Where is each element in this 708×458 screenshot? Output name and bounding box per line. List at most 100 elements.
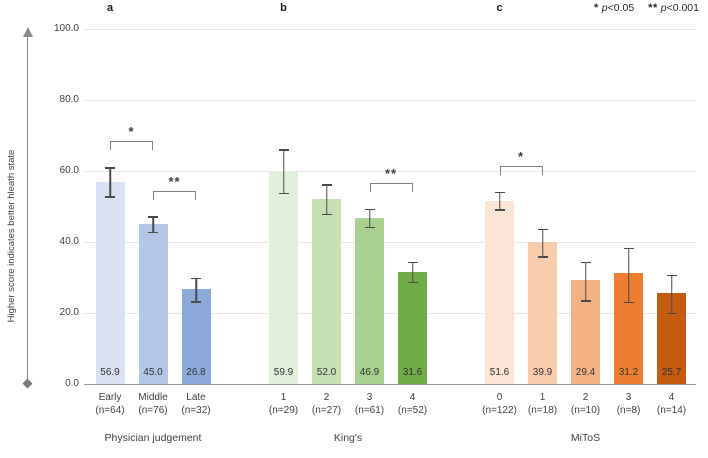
- error-bar-cap-top: [321, 184, 332, 186]
- bar-value-label: 46.9: [359, 367, 380, 378]
- y-axis-line: [27, 37, 29, 382]
- category-label: 2 (n=10): [554, 391, 618, 417]
- y-tick-label: 0.0: [65, 378, 79, 389]
- category-name: 4: [668, 392, 675, 403]
- y-tick-label: 40.0: [59, 236, 79, 247]
- significance-bracket: [499, 165, 543, 167]
- bar-value-label: 52.0: [316, 367, 337, 378]
- error-bar-cap-top: [364, 208, 375, 211]
- category-n: (n=61): [354, 405, 385, 416]
- bar-value-label: 26.8: [186, 367, 206, 378]
- error-bar-line: [584, 261, 587, 302]
- panel-letter: c: [496, 2, 503, 14]
- category-name: 1: [539, 392, 546, 403]
- category-n: (n=122): [482, 405, 517, 416]
- bar-value-label: 59.9: [273, 367, 294, 378]
- group-title: King's: [333, 432, 363, 444]
- category-name: 1: [280, 392, 287, 403]
- gridline: [84, 171, 696, 172]
- single-asterisk-icon: *: [593, 2, 599, 14]
- bar: [138, 224, 168, 384]
- y-tick-label: 20.0: [59, 307, 79, 318]
- x-axis-line: [84, 384, 696, 385]
- significance-bracket: [369, 183, 413, 185]
- bar: [312, 199, 341, 384]
- bar-value-label: 29.4: [575, 367, 596, 378]
- error-bar: [364, 208, 376, 229]
- bar-value-label: 45.0: [143, 367, 163, 378]
- category-name: 0: [496, 392, 503, 403]
- bar: [355, 217, 384, 384]
- bar-value-label: 31.6: [402, 367, 423, 378]
- legend-item-p05: * p<0.05: [594, 2, 634, 14]
- significance-bracket-tick: [110, 140, 112, 150]
- category-n: (n=18): [527, 405, 558, 416]
- significance-bracket-tick: [369, 183, 371, 193]
- significance-bracket-tick: [541, 165, 543, 175]
- category-n: (n=29): [268, 405, 299, 416]
- bar: [181, 288, 211, 384]
- significance-asterisk-icon: **: [168, 173, 181, 189]
- y-tick-label: 80.0: [59, 94, 79, 105]
- bar: [398, 271, 427, 384]
- error-bar-line: [670, 274, 673, 315]
- category-label: 2 (n=27): [295, 391, 359, 417]
- category-n: (n=64): [95, 405, 125, 416]
- error-bar-cap-bottom: [494, 209, 505, 211]
- bar-value-label: 31.2: [618, 367, 639, 378]
- error-bar-line: [627, 247, 630, 304]
- category-label: Late (n=32): [164, 391, 228, 417]
- error-bar-cap-bottom: [666, 312, 677, 315]
- p-italic: p: [660, 2, 667, 14]
- error-bar-cap-top: [407, 261, 418, 264]
- category-label: Middle (n=76): [121, 391, 185, 417]
- error-bar-cap-bottom: [278, 192, 289, 195]
- error-bar-cap-bottom: [364, 226, 375, 229]
- error-bar-cap-top: [580, 261, 591, 264]
- category-name: 3: [366, 392, 373, 403]
- error-bar-cap-top: [148, 216, 158, 218]
- y-axis-diamond-icon: [22, 378, 33, 389]
- legend-threshold-p05: <0.05: [607, 2, 635, 14]
- error-bar-line: [541, 228, 544, 258]
- significance-legend: * p<0.05 ** p<0.001: [594, 2, 699, 14]
- error-bar: [190, 277, 202, 303]
- error-bar: [104, 167, 116, 198]
- gridline: [84, 242, 696, 243]
- bar: [95, 182, 125, 384]
- category-name: Middle: [138, 392, 168, 403]
- bar-value-label: 25.7: [661, 367, 682, 378]
- error-bar: [407, 261, 419, 284]
- error-bar: [537, 228, 549, 258]
- error-bar-cap-bottom: [191, 301, 201, 303]
- error-bar-cap-top: [191, 277, 201, 279]
- panel-letter: b: [280, 2, 287, 14]
- category-label: 3 (n=61): [338, 391, 402, 417]
- group-title: MiToS: [570, 432, 601, 444]
- group-title: Physician judgement: [104, 432, 202, 444]
- error-bar-line: [109, 167, 111, 198]
- error-bar-line: [282, 149, 285, 195]
- y-axis-arrow-up-icon: [22, 27, 33, 37]
- legend-text-p05: p<0.05: [602, 2, 634, 14]
- error-bar-line: [411, 261, 414, 284]
- error-bar-cap-bottom: [407, 281, 418, 284]
- category-name: 2: [582, 392, 589, 403]
- legend-text-p001: p<0.001: [661, 2, 699, 14]
- error-bar: [321, 184, 333, 216]
- error-bar-cap-top: [666, 274, 677, 277]
- significance-bracket-tick: [195, 190, 197, 200]
- category-n: (n=27): [311, 405, 342, 416]
- double-asterisk-icon: **: [648, 2, 658, 14]
- error-bar: [580, 261, 592, 302]
- error-bar-line: [325, 184, 328, 216]
- error-bar-cap-bottom: [105, 196, 115, 198]
- error-bar-line: [195, 277, 197, 303]
- error-bar: [278, 149, 290, 195]
- category-n: (n=32): [181, 405, 211, 416]
- panel-letter: a: [106, 2, 114, 14]
- error-bar-cap-bottom: [580, 300, 591, 302]
- category-name: 4: [409, 392, 416, 403]
